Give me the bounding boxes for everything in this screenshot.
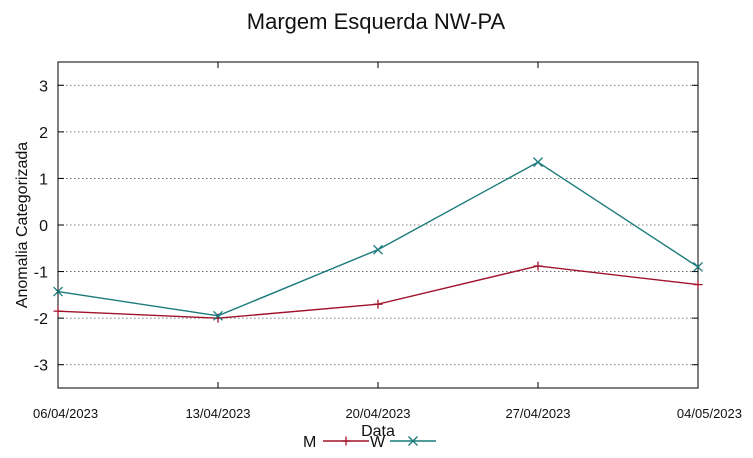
y-tick-label: 2 <box>39 125 48 142</box>
series-w-point <box>693 261 703 272</box>
series-w-line <box>57 161 699 317</box>
series-layer <box>53 157 703 323</box>
y-tick-label: 0 <box>39 218 48 235</box>
x-axis: 06/04/2023 13/04/2023 20/04/2023 27/04/2023… <box>33 62 742 421</box>
x-tick-label: 04/05/2023 <box>677 406 742 421</box>
series-m-point <box>533 261 543 271</box>
series-m-point <box>53 306 63 316</box>
x-tick-label: 27/04/2023 <box>505 406 570 421</box>
y-tick-label: 1 <box>39 171 48 188</box>
y-tick-label: 3 <box>39 78 48 95</box>
series-m-line <box>57 265 699 319</box>
chart-title: Margem Esquerda NW-PA <box>247 9 506 34</box>
legend-label-m: M <box>303 434 316 451</box>
series-m-point <box>373 299 383 309</box>
series-m-point <box>693 280 703 290</box>
y-tick-label: -2 <box>34 311 48 328</box>
series-w-point <box>373 244 383 255</box>
legend-marker-m <box>341 436 351 446</box>
y-axis-label: Anomalia Categorizada <box>14 142 31 308</box>
series-w-point <box>53 286 63 297</box>
legend-marker-w <box>408 436 418 446</box>
y-axis: -3 -2 -1 0 1 2 3 <box>34 78 698 375</box>
x-axis-label: Data <box>361 423 395 440</box>
x-tick-label: 06/04/2023 <box>33 406 98 421</box>
series-w-point <box>213 310 223 321</box>
legend-label-w: W <box>370 434 386 451</box>
y-tick-label: -3 <box>34 358 48 375</box>
y-tick-label: -1 <box>34 265 48 282</box>
grid-layer <box>58 84 698 366</box>
x-tick-label: 20/04/2023 <box>345 406 410 421</box>
x-tick-label: 13/04/2023 <box>185 406 250 421</box>
series-w-point <box>533 157 543 168</box>
